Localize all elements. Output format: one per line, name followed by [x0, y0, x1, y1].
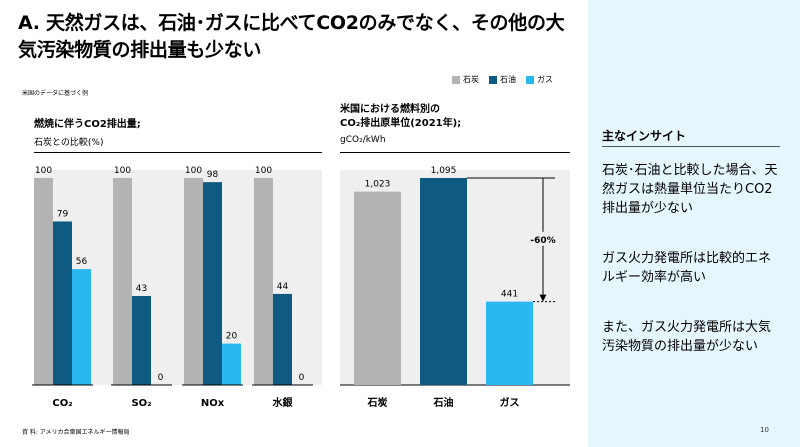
chart1-bar-0-gas-label: 56 — [76, 257, 88, 267]
chart2-annotation-arrow-head — [539, 294, 547, 302]
legend-label-oil: 石油 — [500, 75, 516, 84]
chart1-bar-2-gas-label: 20 — [226, 332, 238, 342]
chart1-bar-0-coal — [34, 178, 53, 385]
chart2-subtitle: gCO₂/kWh — [340, 135, 386, 145]
chart1-bar-0-oil-label: 79 — [57, 209, 69, 219]
chart1-bar-2-oil-label: 98 — [207, 170, 219, 180]
chart2-bar-gas — [486, 301, 533, 385]
chart2-annotation-label-bg — [527, 231, 559, 246]
data-note: 米国のデータに基づく例 — [22, 90, 89, 97]
chart2-bar-gas-label: 441 — [501, 290, 518, 300]
chart1-category-label-3: 水銀 — [272, 396, 293, 409]
chart1-bar-3-coal-label: 100 — [255, 166, 272, 176]
chart1-bar-1-coal-label: 100 — [114, 166, 131, 176]
chart2-category-label-2: ガス — [500, 396, 520, 409]
chart1-category-label-0: CO₂ — [52, 398, 72, 409]
legend-label-gas: ガス — [537, 75, 553, 84]
chart1-category-label-1: SO₂ — [131, 398, 151, 409]
chart1-bar-2-oil — [203, 182, 222, 385]
source-footer: 資 料: アメリカ合衆国エネルギー情報局 — [22, 429, 130, 436]
charts-canvas: 100 79 56 CO₂ 100 43 0 SO₂ 100 98 20 NOx 100 44 0 水銀 1,0… — [32, 166, 570, 409]
chart2-category-label-1: 石油 — [433, 396, 454, 409]
chart1-bar-2-gas — [222, 343, 241, 385]
chart1-bar-0-coal-label: 100 — [35, 166, 52, 176]
chart2-bar-coal — [354, 191, 401, 385]
legend-item-gas: ガス — [526, 74, 553, 85]
chart1-bar-3-oil-label: 44 — [277, 282, 289, 292]
legend-label-coal: 石炭 — [463, 75, 479, 84]
insight-3: また、ガス火力発電所は大気汚染物質の排出量が少ない — [602, 320, 772, 354]
chart1-bar-1-gas-label: 0 — [158, 373, 164, 383]
chart1-bar-1-oil — [132, 295, 151, 385]
legend-swatch-coal — [452, 75, 460, 84]
insights-divider — [602, 146, 780, 147]
chart1-bar-3-oil — [273, 293, 292, 385]
chart2-header-rule — [340, 152, 570, 153]
legend-swatch-oil — [489, 75, 497, 84]
chart2-annotation-label: -60% — [530, 236, 555, 246]
slide-title: A. 天然ガスは、石油･ガスに比べてCO2のみでなく、その他の大気汚染物質の排出… — [18, 12, 565, 61]
chart1-title: 燃焼に伴うCO2排出量; — [34, 119, 141, 130]
chart2-category-label-0: 石炭 — [367, 396, 388, 409]
chart1-bar-2-coal — [184, 178, 203, 385]
chart1-bar-1-oil-label: 43 — [136, 284, 147, 294]
insight-1: 石炭･石油と比較した場合、天然ガスは熱量単位当たりCO2排出量が少ない — [602, 163, 778, 216]
chart1-bar-3-coal — [254, 178, 273, 385]
legend-swatch-gas — [526, 75, 534, 84]
chart1-header-rule — [34, 152, 322, 153]
chart1-subtitle: 石炭との比較(%) — [34, 138, 104, 148]
chart2-bar-oil-label: 1,095 — [431, 166, 457, 176]
insights-title: 主なインサイト — [602, 129, 687, 143]
chart1-bar-0-oil — [53, 221, 72, 385]
chart2-bar-oil — [420, 178, 467, 385]
legend-item-oil: 石油 — [489, 74, 516, 85]
chart1-category-label-2: NOx — [201, 398, 225, 409]
chart1-bar-0-gas — [72, 269, 91, 385]
page-number: 10 — [760, 426, 769, 434]
chart1-bar-3-gas-label: 0 — [299, 373, 305, 383]
chart1-bar-1-coal — [113, 178, 132, 385]
chart2-title-line1: 米国における燃料別の — [340, 104, 440, 115]
chart2-bar-coal-label: 1,023 — [365, 180, 391, 190]
chart2-title-line2: CO₂排出原単位(2021年); — [340, 118, 462, 129]
insight-2: ガス火力発電所は比較的エネルギー効率が高い — [602, 251, 772, 285]
legend-item-coal: 石炭 — [452, 74, 479, 85]
insights-sidebar: 主なインサイト 石炭･石油と比較した場合、天然ガスは熱量単位当たりCO2排出量が… — [588, 0, 800, 447]
chart1-bar-2-coal-label: 100 — [185, 166, 202, 176]
legend: 石炭 石油 ガス — [452, 74, 553, 85]
